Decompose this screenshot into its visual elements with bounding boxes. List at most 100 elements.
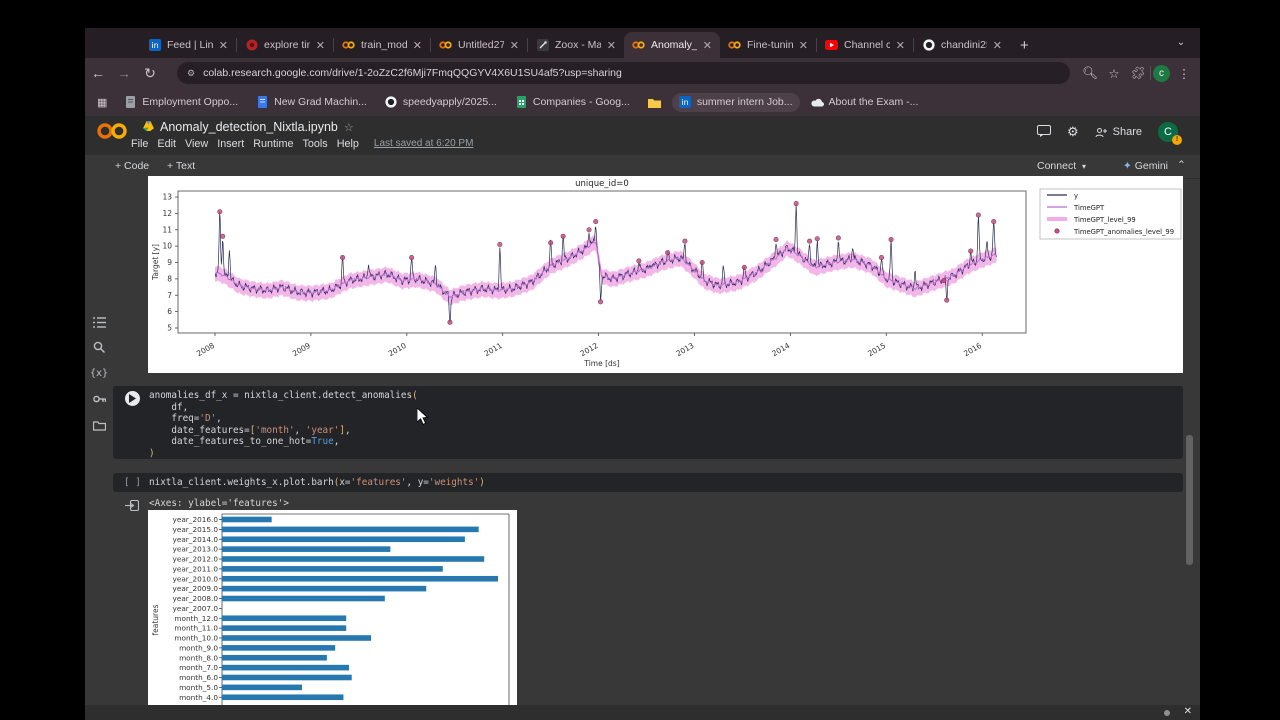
- last-saved-text[interactable]: Last saved at 6:20 PM: [373, 138, 474, 149]
- menu-view[interactable]: View: [185, 138, 209, 150]
- reload-icon[interactable]: ↻: [144, 64, 156, 81]
- code-cell-detect-anomalies[interactable]: anomalies_df_x = nixtla_client.detect_an…: [113, 386, 1183, 459]
- apps-grid-icon[interactable]: ▦: [97, 96, 108, 109]
- tab-close-icon[interactable]: ✕: [992, 39, 1002, 52]
- svg-text:in: in: [151, 41, 158, 50]
- scrollbar-thumb[interactable]: [1186, 435, 1193, 565]
- tab-title: chandini259: [941, 39, 987, 51]
- site-info-icon[interactable]: ⚙︎: [187, 67, 196, 78]
- svg-text:9: 9: [167, 258, 172, 267]
- tab-close-icon[interactable]: ✕: [798, 39, 808, 52]
- bookmark-folder-yellow[interactable]: [641, 93, 668, 112]
- search-icon[interactable]: 🔍︎: [1082, 65, 1098, 80]
- svg-text:year_2015.0: year_2015.0: [173, 525, 219, 534]
- bookmark-companies-goog-[interactable]: Companies - Goog...: [508, 93, 637, 112]
- new-tab-button[interactable]: +: [1020, 37, 1029, 54]
- back-icon[interactable]: ←: [91, 65, 105, 81]
- svg-text:8: 8: [167, 274, 172, 283]
- tab-close-icon[interactable]: ✕: [412, 39, 422, 52]
- browser-tab-anomaly-de[interactable]: Anomaly_de ✕: [624, 32, 720, 58]
- close-toast-icon[interactable]: ✕: [1183, 706, 1192, 717]
- axes-output-text: <Axes: ylabel='features'>: [149, 498, 289, 509]
- drive-file-icon: [143, 120, 154, 134]
- tab-close-icon[interactable]: ✕: [315, 39, 325, 52]
- bookmark-new-grad-machin-[interactable]: New Grad Machin...: [249, 93, 374, 112]
- connect-button[interactable]: Connect ▾: [1037, 160, 1086, 172]
- menu-runtime[interactable]: Runtime: [253, 138, 294, 150]
- chrome-menu-icon[interactable]: ⋮: [1177, 66, 1191, 81]
- notebook-title[interactable]: Anomaly_detection_Nixtla.ipynb: [160, 120, 338, 134]
- tab-close-icon[interactable]: ✕: [218, 39, 228, 52]
- find-replace-icon[interactable]: [90, 338, 108, 356]
- secrets-key-icon[interactable]: [90, 390, 108, 408]
- bookmark-sheet-icon: [515, 96, 528, 109]
- share-button[interactable]: Share: [1095, 126, 1142, 138]
- browser-tab-channel-con[interactable]: Channel con ✕: [817, 32, 913, 58]
- tab-title: Fine-tuning.i: [747, 39, 793, 51]
- bookmark-linkedin-icon: in: [679, 96, 692, 109]
- code-editor[interactable]: anomalies_df_x = nixtla_client.detect_an…: [149, 390, 418, 459]
- menu-tools[interactable]: Tools: [302, 138, 328, 150]
- add-text-button[interactable]: + Text: [167, 160, 196, 172]
- svg-text:month_6.0: month_6.0: [179, 673, 218, 682]
- bookmark-employment-oppo-[interactable]: Employment Oppo...: [117, 93, 245, 112]
- tab-close-icon[interactable]: ✕: [702, 39, 712, 52]
- svg-text:Target [y]: Target [y]: [151, 244, 160, 281]
- svg-text:2008: 2008: [195, 341, 216, 358]
- tab-favicon-zoox-icon: [536, 39, 549, 52]
- svg-text:month_8.0: month_8.0: [179, 653, 218, 662]
- extensions-icon[interactable]: 🧩︎: [1130, 65, 1146, 80]
- timeseries-plot-output: 5 6 7 8 9 10 11 12 13 2008 2009 2010 2011 2012 2013 201…: [148, 176, 1183, 373]
- browser-tab-feed-linked[interactable]: in Feed | Linked ✕: [140, 32, 236, 58]
- tab-close-icon[interactable]: ✕: [606, 39, 616, 52]
- table-of-contents-icon[interactable]: [90, 313, 108, 331]
- forward-icon[interactable]: →: [117, 65, 131, 81]
- collapse-header-icon[interactable]: ⌃: [1177, 159, 1186, 171]
- code-editor[interactable]: nixtla_client.weights_x.plot.barh(x='fea…: [149, 477, 485, 488]
- feature-weights-bar-chart: year_2016.0year_2015.0year_2014.0year_20…: [151, 513, 510, 705]
- bookmark-speedyapply-2025-[interactable]: speedyapply/2025...: [378, 93, 504, 112]
- gemini-button[interactable]: ✦ Gemini: [1123, 160, 1168, 172]
- colab-logo-icon[interactable]: [95, 122, 129, 145]
- tab-search-chevron-icon[interactable]: ⌄: [1176, 37, 1186, 48]
- browser-tab-zoox-machi[interactable]: Zoox - Machi ✕: [528, 32, 624, 58]
- svg-text:year_2014.0: year_2014.0: [173, 535, 219, 544]
- code-cell-barh-plot[interactable]: [ ] nixtla_client.weights_x.plot.barh(x=…: [113, 473, 1183, 492]
- menu-bar: File Edit View Insert Runtime Tools Help Last s…: [131, 138, 473, 150]
- connect-caret-icon: ▾: [1081, 162, 1086, 171]
- files-folder-icon[interactable]: [90, 416, 108, 434]
- menu-file[interactable]: File: [131, 138, 149, 150]
- settings-gear-icon[interactable]: ⚙︎: [1066, 124, 1079, 139]
- svg-text:month_10.0: month_10.0: [174, 634, 218, 643]
- browser-tab-untitled27-ip[interactable]: Untitled27.ip ✕: [431, 32, 527, 58]
- svg-text:month_7.0: month_7.0: [179, 663, 218, 672]
- browser-tab-explore-timeg[interactable]: explore timeg ✕: [237, 32, 333, 58]
- comment-icon[interactable]: [1036, 124, 1051, 140]
- add-code-button[interactable]: + Code: [115, 160, 150, 172]
- tab-close-icon[interactable]: ✕: [895, 39, 905, 52]
- star-outline-icon[interactable]: ☆: [343, 121, 354, 134]
- browser-tab-train-model-i[interactable]: train_model.i ✕: [334, 32, 430, 58]
- address-bar[interactable]: ⚙︎ colab.research.google.com/drive/1-2oZ…: [177, 62, 1070, 84]
- bookmark-about-the-exam-[interactable]: About the Exam -...: [804, 93, 926, 112]
- browser-tab-fine-tuning-i[interactable]: Fine-tuning.i ✕: [720, 32, 816, 58]
- variables-icon[interactable]: {x}: [89, 367, 109, 379]
- output-icon[interactable]: [125, 498, 140, 516]
- bookmark-star-icon[interactable]: ☆: [1108, 66, 1120, 81]
- menu-insert[interactable]: Insert: [217, 138, 245, 150]
- run-cell-button[interactable]: [125, 391, 140, 406]
- browser-tab-chandini259[interactable]: chandini259 ✕: [914, 32, 1010, 58]
- bookmark-summer-intern-job-[interactable]: in summer intern Job...: [671, 92, 800, 112]
- svg-text:2010: 2010: [387, 341, 408, 358]
- cell-prompt: [ ]: [124, 477, 141, 488]
- menu-help[interactable]: Help: [336, 138, 359, 150]
- svg-text:6: 6: [167, 307, 172, 316]
- notebook-toolbar: + Code + Text Connect ▾ ✦ Gemini ⌃: [85, 155, 1200, 179]
- tab-title: Channel con: [844, 39, 890, 51]
- colab-user-avatar[interactable]: C !: [1158, 122, 1182, 145]
- tab-favicon-colab-icon: [632, 39, 645, 52]
- chrome-profile-avatar[interactable]: c: [1153, 64, 1170, 82]
- menu-edit[interactable]: Edit: [157, 138, 177, 150]
- tab-title: Untitled27.ip: [458, 39, 504, 51]
- tab-close-icon[interactable]: ✕: [509, 39, 519, 52]
